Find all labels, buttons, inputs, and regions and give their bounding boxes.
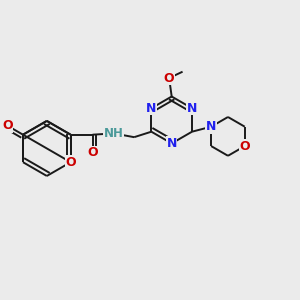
Text: N: N [187, 102, 197, 115]
Text: O: O [65, 156, 76, 169]
Text: O: O [239, 140, 250, 153]
Text: N: N [206, 120, 216, 133]
Text: N: N [167, 137, 177, 150]
Text: O: O [87, 146, 98, 159]
Text: O: O [164, 72, 175, 85]
Text: NH: NH [104, 127, 124, 140]
Text: N: N [146, 102, 157, 115]
Text: O: O [2, 119, 13, 132]
